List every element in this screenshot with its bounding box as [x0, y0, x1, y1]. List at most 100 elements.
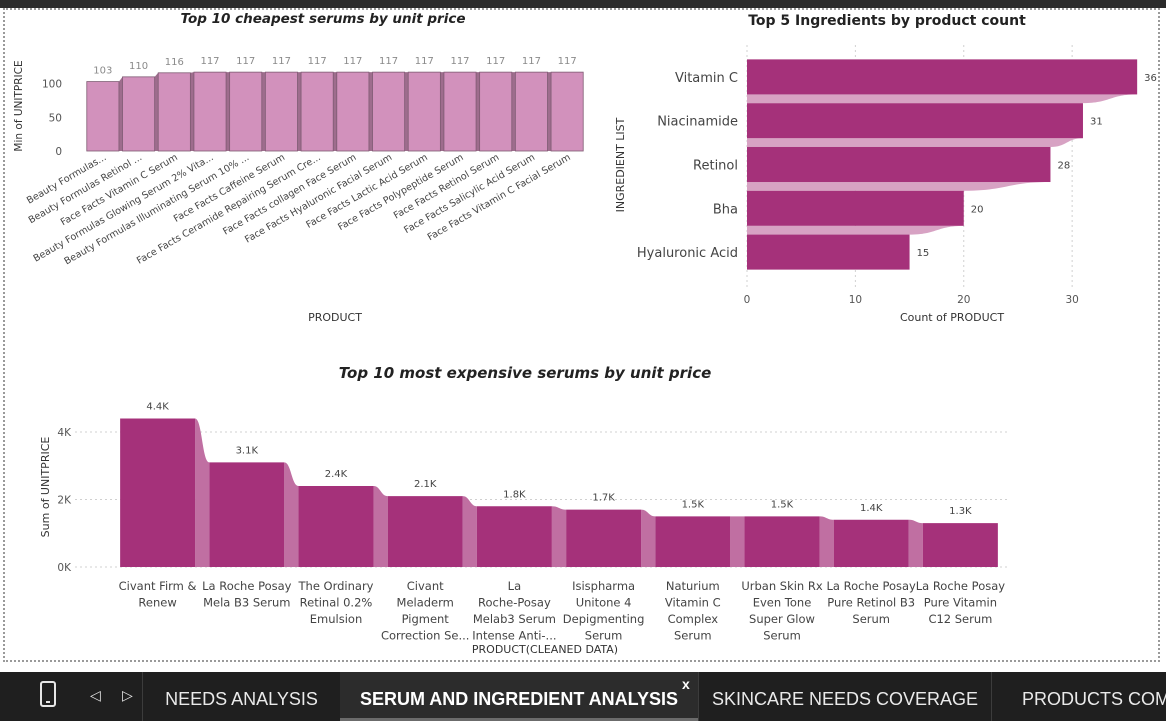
x-tick-label: 10	[849, 294, 862, 306]
bar	[122, 76, 156, 152]
ribbon-connector	[747, 225, 964, 235]
x-tick-label: Depigmenting	[563, 612, 645, 626]
y-axis-title: Min of UNITPRICE	[13, 60, 25, 151]
y-tick-label: 100	[42, 79, 62, 91]
x-tick-label: Retinal 0.2%	[300, 596, 373, 610]
window-top-strip	[0, 0, 1166, 8]
x-tick-label: Vitamin C	[665, 596, 721, 610]
data-label: 117	[200, 56, 219, 67]
report-canvas: Top 10 cheapest serums by unit price 0 50 1…	[3, 8, 1160, 662]
bar	[476, 506, 552, 567]
bar	[120, 418, 196, 567]
data-label: 1.3K	[949, 506, 972, 517]
bar	[229, 71, 263, 152]
bar	[744, 516, 820, 567]
x-tick-label: The Ordinary	[298, 579, 374, 593]
data-label: 36	[1144, 73, 1157, 84]
ribbon-connector	[747, 94, 1138, 104]
expensive-serums-chart[interactable]: Top 10 most expensive serums by unit pri…	[5, 355, 1160, 662]
mobile-layout-icon[interactable]	[40, 681, 56, 707]
x-tick-label: La Roche Posay	[202, 579, 292, 593]
x-tick-label: Pure Retinol B3	[827, 596, 915, 610]
x-axis-title: Count of PRODUCT	[900, 311, 1004, 324]
chevron-right-icon[interactable]: ▷	[122, 688, 133, 704]
x-tick-label: Roche-Posay	[478, 596, 551, 610]
bar	[514, 71, 548, 152]
data-label: 103	[93, 66, 112, 77]
data-label: 1.5K	[771, 499, 794, 510]
y-tick-label: Niacinamide	[657, 115, 738, 130]
bar	[922, 523, 998, 567]
bar	[193, 71, 227, 152]
y-tick-label: Bha	[713, 202, 738, 217]
ribbon-connector	[297, 72, 302, 151]
bar	[833, 519, 909, 567]
tab-needs-analysis[interactable]: NEEDS ANALYSIS	[165, 689, 318, 709]
x-tick-label: La Roche Posay	[827, 579, 917, 593]
bar	[747, 59, 1138, 95]
data-label: 31	[1090, 117, 1103, 128]
x-tick-label: Serum	[585, 629, 623, 643]
bar	[566, 509, 642, 567]
y-tick-label: 4K	[57, 427, 72, 439]
bar	[747, 190, 964, 226]
y-tick-label: 50	[49, 112, 62, 124]
x-tick-label: Renew	[138, 596, 176, 610]
ribbon-connector	[819, 516, 834, 567]
ribbon-connector	[373, 486, 388, 567]
ribbon-connector	[154, 72, 159, 151]
tab-divider	[698, 672, 699, 721]
x-axis-title: PRODUCT	[308, 311, 362, 324]
tab-divider	[142, 672, 143, 721]
x-tick-label: Melab3 Serum	[473, 612, 556, 626]
bar	[479, 71, 513, 152]
ribbon-connector	[730, 516, 745, 567]
ribbon-connector	[641, 509, 656, 567]
x-tick-label: Mela B3 Serum	[203, 596, 290, 610]
ribbon-connector	[333, 72, 337, 151]
data-label: 117	[308, 56, 327, 67]
tab-serum-and-ingredient-analysis[interactable]: SERUM AND INGREDIENT ANALYSIS	[340, 672, 698, 721]
x-tick-label: Intense Anti-...	[472, 629, 556, 643]
data-label: 117	[379, 56, 398, 67]
close-tab-icon[interactable]: x	[682, 676, 690, 692]
data-label: 117	[272, 56, 291, 67]
x-tick-label: C12 Serum	[928, 612, 992, 626]
data-label: 2.4K	[325, 469, 348, 480]
data-label: 116	[165, 57, 184, 68]
data-label: 117	[236, 56, 255, 67]
y-tick-label: 2K	[57, 495, 72, 507]
x-tick-label: Unitone 4	[576, 596, 632, 610]
bar	[747, 234, 910, 270]
ribbon-connector	[462, 496, 477, 567]
ribbon-connector	[908, 519, 923, 567]
tab-divider	[991, 672, 992, 721]
bar	[298, 486, 374, 567]
data-label: 28	[1057, 161, 1070, 172]
bar	[655, 516, 731, 567]
chart-title: Top 10 cheapest serums by unit price	[180, 11, 465, 27]
x-tick-label: 0	[744, 294, 751, 306]
ribbon-connector	[284, 462, 299, 567]
ribbon-connector	[547, 72, 552, 151]
chevron-left-icon[interactable]: ◁	[90, 688, 101, 704]
bar	[443, 71, 477, 152]
tab-products-comp[interactable]: PRODUCTS COMP	[1022, 689, 1166, 709]
bar	[550, 71, 584, 152]
tab-skincare-needs-coverage[interactable]: SKINCARE NEEDS COVERAGE	[711, 689, 979, 709]
data-label: 1.4K	[860, 503, 883, 514]
x-tick-label: Meladerm	[397, 596, 454, 610]
y-tick-label: 0	[55, 146, 62, 158]
ribbon-connector	[190, 72, 194, 151]
ribbon-connector	[226, 72, 230, 151]
ribbon-connector	[368, 72, 373, 151]
x-tick-label: Emulsion	[310, 612, 362, 626]
x-tick-label: Serum	[674, 629, 712, 643]
cheapest-serums-chart[interactable]: Top 10 cheapest serums by unit price 0 50 1…	[5, 10, 605, 340]
bar	[264, 71, 298, 152]
x-tick-label: Naturium	[666, 579, 720, 593]
y-axis-title: Sum of UNITPRICE	[39, 437, 52, 538]
y-tick-label: Hyaluronic Acid	[637, 246, 738, 261]
y-tick-label: 0K	[57, 562, 72, 574]
top-ingredients-chart[interactable]: Top 5 Ingredients by product count 0 10 20 3…	[605, 10, 1160, 340]
